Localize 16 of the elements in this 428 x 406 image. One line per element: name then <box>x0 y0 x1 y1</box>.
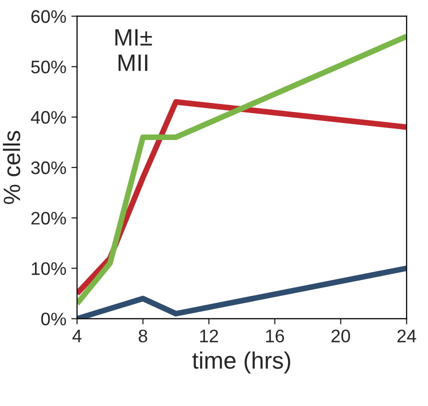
y-tick-label: 10% <box>32 262 66 276</box>
x-tick-label: 12 <box>200 330 218 342</box>
x-axis-title: time (hrs) <box>192 352 290 374</box>
y-tick-label: 40% <box>30 111 66 124</box>
y-tick-label: 0% <box>41 312 66 326</box>
x-tick-label: 24 <box>397 330 416 342</box>
y-tick-label: 20% <box>31 212 66 225</box>
x-tick-label: 16 <box>266 330 284 342</box>
y-axis-title: % cells <box>2 130 20 204</box>
y-tick-label: 30% <box>31 161 66 174</box>
y-tick-label: 60% <box>31 10 66 23</box>
x-tick-label: 20 <box>332 330 350 342</box>
x-tick-label: 8 <box>138 330 148 342</box>
x-tick-label: 4 <box>72 330 82 342</box>
annotation: MI± MII <box>115 29 152 71</box>
y-tick-label: 50% <box>31 60 66 74</box>
